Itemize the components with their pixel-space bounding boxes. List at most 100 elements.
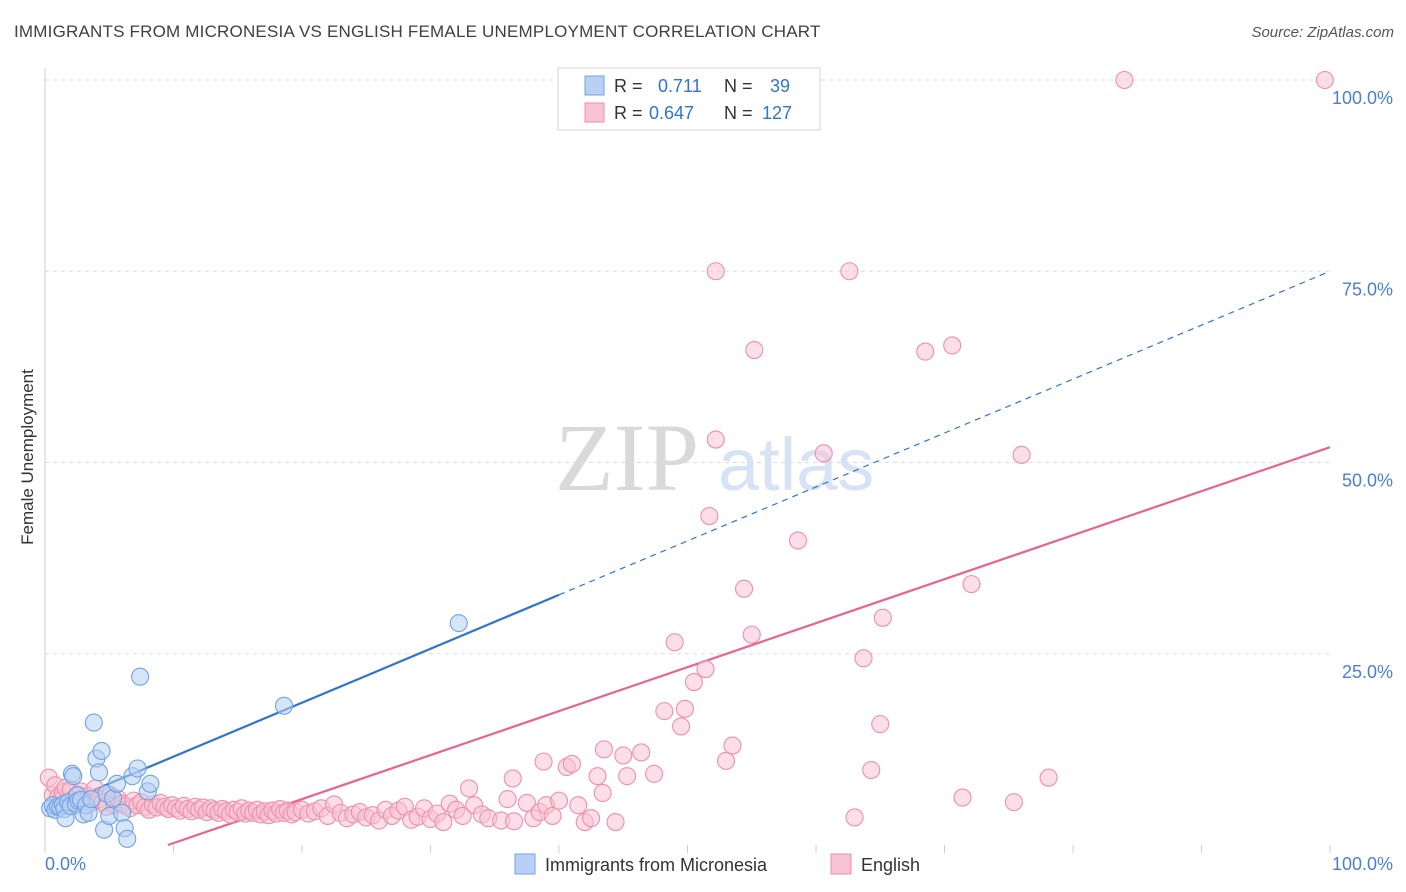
- point-english: [534, 752, 553, 771]
- point-english: [632, 743, 651, 762]
- point-english: [582, 809, 601, 828]
- point-english: [517, 793, 536, 812]
- axes: [44, 68, 1331, 853]
- point-english: [675, 699, 694, 718]
- point-english: [1115, 70, 1134, 90]
- point-micronesia: [274, 696, 294, 715]
- y-tick-label: 100.0%: [1332, 88, 1393, 108]
- point-english: [606, 812, 625, 832]
- point-micronesia: [141, 774, 160, 793]
- point-english: [1012, 445, 1031, 464]
- point-english: [618, 767, 637, 786]
- point-english: [916, 342, 935, 361]
- point-micronesia: [449, 614, 468, 633]
- point-english: [655, 702, 674, 721]
- point-english: [453, 806, 472, 825]
- point-english: [962, 575, 981, 594]
- legend-n-value-1: 39: [770, 76, 790, 96]
- point-english: [504, 812, 524, 831]
- legend-swatch-english: [584, 102, 605, 123]
- point-micronesia: [128, 759, 147, 778]
- legend-n-value-2: 127: [762, 103, 792, 123]
- point-english: [814, 444, 833, 463]
- point-english: [943, 336, 962, 355]
- legend-stats: R = 0.711 N = 39 R = 0.647 N = 127: [557, 67, 821, 131]
- point-english: [614, 746, 633, 765]
- point-english: [845, 808, 864, 827]
- point-english: [723, 736, 742, 755]
- legend-r-label-2: R =: [614, 103, 643, 123]
- point-english: [645, 764, 664, 783]
- point-english: [1004, 793, 1023, 812]
- legend-bottom-label-english: English: [861, 855, 920, 875]
- point-micronesia: [118, 829, 137, 848]
- point-english: [862, 760, 881, 780]
- point-micronesia: [82, 790, 101, 809]
- gridlines: [45, 79, 1330, 655]
- point-english: [434, 812, 453, 832]
- point-english: [665, 633, 684, 652]
- watermark-atlas: atlas: [718, 423, 874, 506]
- trend-lines: [44, 270, 1331, 847]
- point-english: [549, 791, 569, 810]
- point-micronesia: [89, 763, 109, 782]
- legend-n-label-1: N =: [724, 76, 753, 96]
- legend-series: Immigrants from Micronesia English: [514, 853, 920, 875]
- watermark-zip: ZIP: [555, 404, 699, 511]
- point-english: [684, 673, 703, 692]
- point-english: [706, 262, 725, 281]
- y-tick-label: 50.0%: [1342, 471, 1393, 491]
- point-english: [840, 262, 859, 281]
- point-english: [543, 806, 562, 825]
- point-english: [700, 506, 719, 526]
- y-tick-label: 75.0%: [1342, 279, 1393, 299]
- tick-labels: 25.0% 50.0% 75.0% 100.0% 0.0% 100.0%: [45, 88, 1393, 874]
- legend-r-value-1: 0.711: [658, 76, 702, 96]
- y-axis-label: Female Unemployment: [18, 369, 37, 545]
- point-english: [745, 340, 764, 360]
- chart-source: Source: ZipAtlas.com: [1251, 24, 1394, 41]
- point-english: [672, 717, 691, 736]
- point-english: [871, 715, 890, 734]
- point-micronesia: [131, 667, 150, 686]
- point-english: [734, 579, 754, 598]
- point-english: [742, 625, 761, 644]
- legend-bottom-swatch-micronesia: [514, 853, 536, 875]
- point-english: [562, 754, 581, 773]
- data-points: [39, 70, 1334, 848]
- point-micronesia: [64, 767, 83, 786]
- point-english: [696, 659, 715, 679]
- legend-bottom-swatch-english: [830, 853, 852, 875]
- legend-swatch-micronesia: [584, 75, 605, 96]
- point-english: [1039, 768, 1058, 787]
- point-english: [588, 767, 607, 786]
- trend-line-micronesia-dashed: [558, 270, 1331, 596]
- point-micronesia: [107, 774, 127, 793]
- point-micronesia: [113, 803, 132, 822]
- point-english: [594, 740, 614, 759]
- chart-title: IMMIGRANTS FROM MICRONESIA VS ENGLISH FE…: [14, 22, 821, 41]
- point-english: [706, 430, 725, 449]
- legend-n-label-2: N =: [724, 103, 753, 123]
- point-english: [953, 788, 972, 807]
- trend-line-english: [167, 446, 1331, 847]
- legend-r-value-2: 0.647: [649, 103, 694, 123]
- point-english: [503, 769, 522, 788]
- point-english: [593, 783, 612, 803]
- point-micronesia: [92, 741, 111, 760]
- point-english: [498, 790, 517, 809]
- point-english: [873, 608, 892, 627]
- point-english: [1315, 70, 1334, 90]
- x-tick-label: 0.0%: [45, 854, 86, 874]
- point-english: [788, 531, 808, 550]
- point-english: [569, 796, 588, 815]
- point-english: [716, 751, 736, 770]
- point-english: [459, 779, 479, 798]
- legend-r-label-1: R =: [614, 76, 643, 96]
- point-english: [854, 649, 873, 668]
- y-tick-label: 25.0%: [1342, 662, 1393, 682]
- legend-bottom-label-micronesia: Immigrants from Micronesia: [545, 855, 768, 875]
- point-micronesia: [84, 713, 103, 732]
- x-tick-label: 100.0%: [1332, 854, 1393, 874]
